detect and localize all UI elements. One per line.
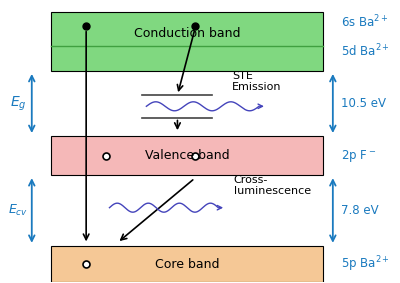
Text: 10.5 eV: 10.5 eV [341, 97, 386, 110]
Text: Conduction band: Conduction band [134, 27, 240, 40]
Text: 5p Ba$^{2+}$: 5p Ba$^{2+}$ [341, 254, 390, 274]
Bar [51, 12, 323, 71]
Text: Cross-
luminescence: Cross- luminescence [234, 175, 311, 196]
Text: 2p F$^-$: 2p F$^-$ [341, 147, 376, 164]
Bar [51, 136, 323, 175]
Text: 5d Ba$^{2+}$: 5d Ba$^{2+}$ [341, 43, 390, 60]
Text: Valence band: Valence band [145, 149, 230, 162]
Text: Core band: Core band [155, 258, 220, 271]
Text: STE
Emission: STE Emission [232, 71, 281, 92]
Text: 7.8 eV: 7.8 eV [341, 204, 378, 217]
Text: 6s Ba$^{2+}$: 6s Ba$^{2+}$ [341, 14, 388, 30]
Text: $E_{cv}$: $E_{cv}$ [8, 203, 28, 218]
Bar [51, 246, 323, 282]
Text: $E_g$: $E_g$ [10, 94, 26, 113]
